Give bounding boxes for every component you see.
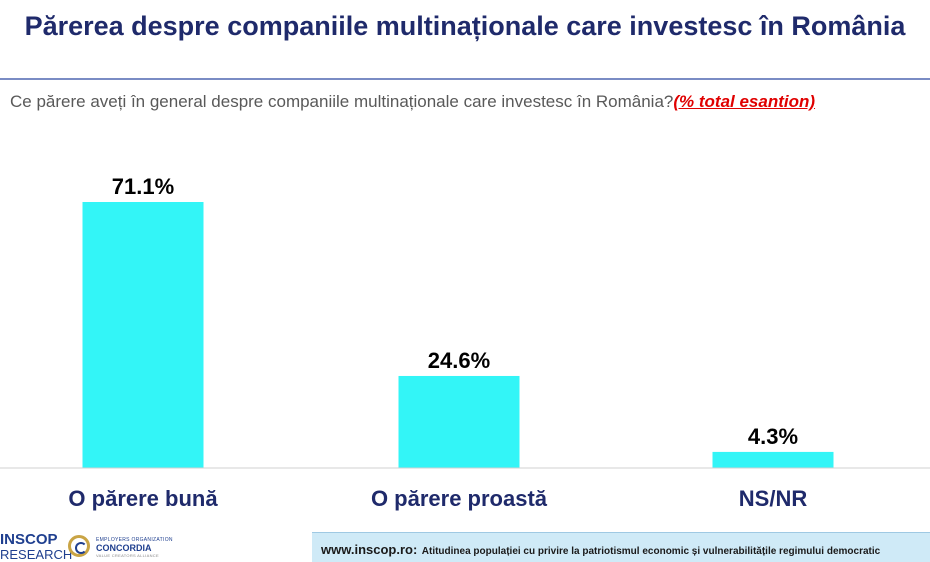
- footer-url: www.inscop.ro:: [321, 542, 418, 557]
- data-label-1: 71.1%: [112, 174, 174, 199]
- title-divider: [0, 78, 930, 80]
- bar-1: [82, 202, 204, 468]
- category-label-2: O părere proastă: [371, 486, 548, 511]
- bar-3: [712, 451, 834, 468]
- footer-banner: www.inscop.ro: Atitudinea populației cu …: [312, 532, 930, 562]
- question-text: Ce părere aveți în general despre compan…: [10, 88, 840, 115]
- inscop-logo-subtitle: RESEARCH: [0, 547, 73, 562]
- concordia-tagline-top: EMPLOYERS ORGANIZATION: [96, 537, 173, 543]
- footer-text: Atitudinea populației cu privire la patr…: [421, 546, 881, 557]
- bar-2: [398, 375, 520, 468]
- concordia-logo-text: CONCORDIA: [96, 543, 152, 553]
- category-label-1: O părere bună: [68, 486, 218, 511]
- footer-logos: INSCOP RESEARCH EMPLOYERS ORGANIZATION C…: [0, 531, 310, 562]
- bar-chart: 71.1% O părere bună 24.6% O părere proastă 4…: [0, 174, 930, 511]
- page-title: Părerea despre companiile multinaționale…: [24, 11, 906, 41]
- concordia-tagline-bottom: VALUE CREATORS ALLIANCE: [96, 553, 159, 558]
- data-label-2: 24.6%: [428, 348, 490, 373]
- category-label-3: NS/NR: [739, 486, 808, 511]
- inscop-logo: INSCOP: [0, 531, 58, 548]
- concordia-logo-icon: [68, 535, 90, 557]
- sample-note: (% total esantion): [673, 92, 816, 111]
- data-label-3: 4.3%: [748, 424, 798, 449]
- question-label: Ce părere aveți în general despre compan…: [10, 92, 674, 111]
